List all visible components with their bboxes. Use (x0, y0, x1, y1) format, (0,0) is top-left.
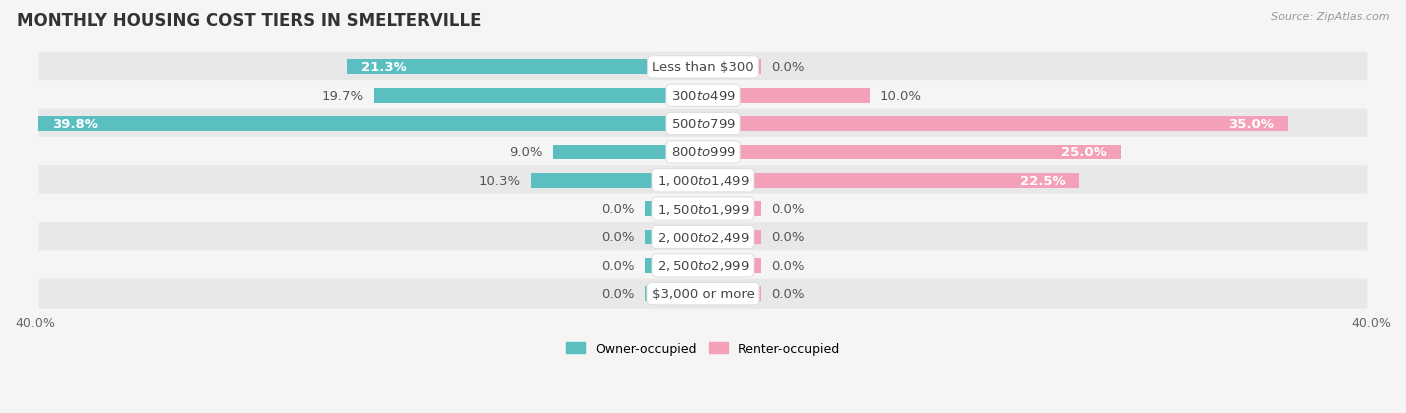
Text: 22.5%: 22.5% (1019, 174, 1066, 188)
Text: 0.0%: 0.0% (772, 203, 806, 216)
Text: 35.0%: 35.0% (1229, 118, 1274, 131)
Bar (347, 60, 703, 75)
Text: 10.3%: 10.3% (479, 174, 522, 188)
FancyBboxPatch shape (38, 251, 1368, 281)
Text: 10.0%: 10.0% (880, 90, 922, 102)
FancyBboxPatch shape (38, 81, 1368, 111)
Text: $300 to $499: $300 to $499 (671, 90, 735, 102)
FancyBboxPatch shape (38, 166, 1368, 196)
Bar (531, 173, 703, 188)
Bar (703, 259, 762, 273)
Text: MONTHLY HOUSING COST TIERS IN SMELTERVILLE: MONTHLY HOUSING COST TIERS IN SMELTERVIL… (17, 12, 481, 30)
Bar (644, 202, 703, 216)
Bar (374, 89, 703, 103)
Text: 21.3%: 21.3% (360, 61, 406, 74)
Bar (644, 259, 703, 273)
FancyBboxPatch shape (38, 109, 1368, 139)
Text: 0.0%: 0.0% (600, 231, 634, 244)
FancyBboxPatch shape (38, 194, 1368, 224)
Bar (644, 230, 703, 245)
Text: $3,000 or more: $3,000 or more (651, 287, 755, 300)
Text: $2,500 to $2,999: $2,500 to $2,999 (657, 259, 749, 273)
Text: 19.7%: 19.7% (322, 90, 364, 102)
Text: $2,000 to $2,499: $2,000 to $2,499 (657, 230, 749, 244)
FancyBboxPatch shape (38, 138, 1368, 168)
Text: $1,500 to $1,999: $1,500 to $1,999 (657, 202, 749, 216)
Text: 0.0%: 0.0% (772, 231, 806, 244)
Bar (644, 287, 703, 301)
Text: 0.0%: 0.0% (600, 259, 634, 272)
Text: $1,000 to $1,499: $1,000 to $1,499 (657, 174, 749, 188)
Text: 0.0%: 0.0% (772, 61, 806, 74)
Bar (703, 89, 870, 103)
Text: Source: ZipAtlas.com: Source: ZipAtlas.com (1271, 12, 1389, 22)
Text: 0.0%: 0.0% (600, 203, 634, 216)
Text: 25.0%: 25.0% (1062, 146, 1107, 159)
Bar (703, 60, 762, 75)
Text: 0.0%: 0.0% (772, 259, 806, 272)
Bar (703, 287, 762, 301)
Text: $500 to $799: $500 to $799 (671, 118, 735, 131)
Text: 0.0%: 0.0% (600, 287, 634, 300)
Text: 39.8%: 39.8% (52, 118, 97, 131)
Bar (703, 230, 762, 245)
Text: 0.0%: 0.0% (772, 287, 806, 300)
Bar (553, 145, 703, 160)
Bar (38, 117, 703, 132)
Bar (703, 145, 1121, 160)
Bar (703, 173, 1078, 188)
FancyBboxPatch shape (38, 279, 1368, 309)
Bar (703, 117, 1288, 132)
Text: 9.0%: 9.0% (509, 146, 543, 159)
Text: $800 to $999: $800 to $999 (671, 146, 735, 159)
Legend: Owner-occupied, Renter-occupied: Owner-occupied, Renter-occupied (561, 337, 845, 360)
Text: Less than $300: Less than $300 (652, 61, 754, 74)
FancyBboxPatch shape (38, 53, 1368, 83)
Bar (703, 202, 762, 216)
FancyBboxPatch shape (38, 223, 1368, 252)
